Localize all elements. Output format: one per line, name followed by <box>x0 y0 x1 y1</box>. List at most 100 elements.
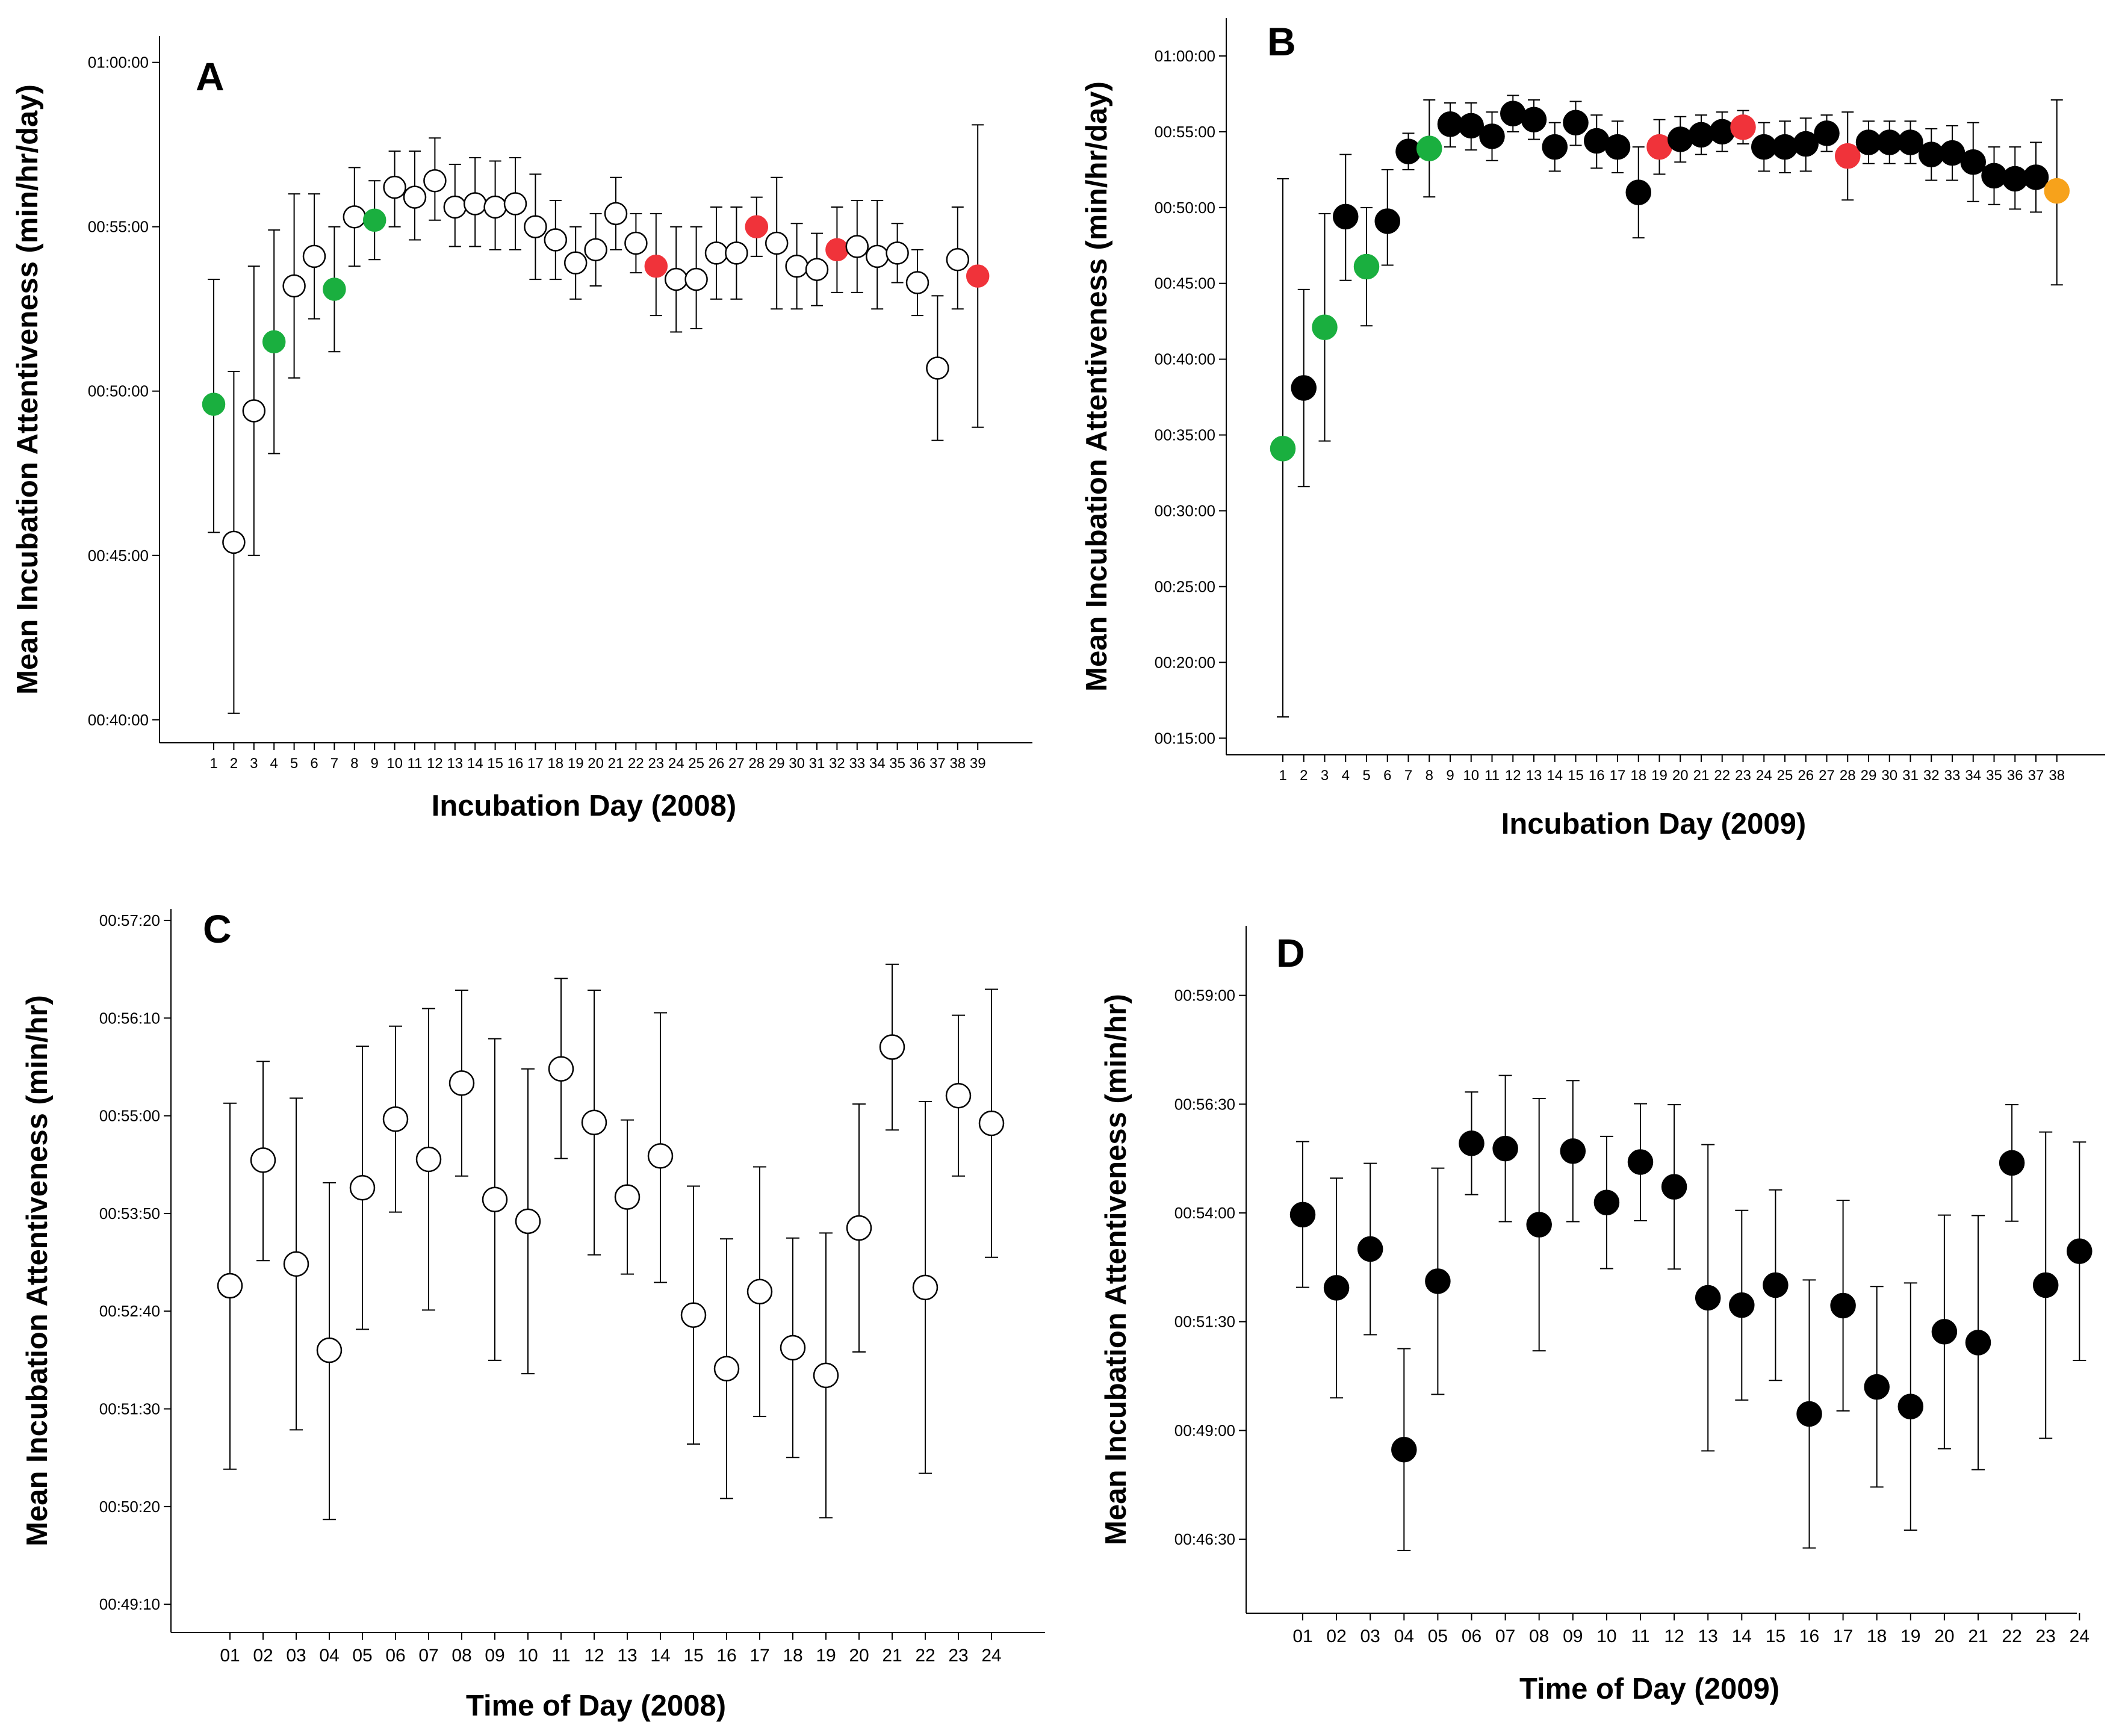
x-tick-label: 17 <box>1833 1626 1853 1646</box>
y-tick-label: 00:25:00 <box>1155 577 1215 595</box>
data-point <box>1593 1189 1620 1215</box>
x-tick-label: 21 <box>1693 767 1710 784</box>
x-tick-label: 3 <box>250 755 258 772</box>
x-tick-label: 31 <box>1902 767 1919 784</box>
data-point <box>548 1056 574 1082</box>
data-point <box>403 185 427 209</box>
data-point <box>1333 203 1359 230</box>
x-tick-label: 36 <box>2007 767 2023 784</box>
x-tick-label: 20 <box>1672 767 1689 784</box>
data-point <box>482 1186 508 1212</box>
y-tick-label: 00:46:30 <box>1174 1530 1235 1548</box>
data-point <box>1395 138 1421 164</box>
data-point <box>242 399 266 423</box>
y-tick-label: 00:50:00 <box>1155 199 1215 217</box>
data-point <box>905 271 929 294</box>
data-point <box>382 1106 409 1132</box>
x-tick-label: 20 <box>1934 1626 1954 1646</box>
y-tick-label: 00:55:00 <box>99 1107 160 1125</box>
x-tick-label: 2 <box>1300 767 1308 784</box>
data-point <box>1695 1285 1721 1311</box>
data-point <box>448 1070 475 1096</box>
x-tick-label: 09 <box>1563 1626 1583 1646</box>
x-tick-label: 15 <box>1568 767 1584 784</box>
x-tick-label: 29 <box>769 755 785 772</box>
x-tick-label: 30 <box>789 755 805 772</box>
data-point <box>1709 119 1735 145</box>
data-point <box>1668 126 1693 152</box>
x-tick-label: 11 <box>1631 1626 1649 1646</box>
data-point <box>250 1147 276 1173</box>
data-point <box>1560 1138 1586 1164</box>
x-tick-label: 38 <box>949 755 966 772</box>
data-point <box>1999 1150 2025 1176</box>
data-point <box>1563 110 1589 136</box>
y-tick-label: 00:15:00 <box>1155 729 1215 747</box>
data-point <box>362 208 386 232</box>
data-point <box>966 264 990 288</box>
data-point <box>415 1146 442 1173</box>
x-tick-label: 7 <box>330 755 338 772</box>
x-tick-label: 28 <box>1840 767 1856 784</box>
x-tick-label: 17 <box>1610 767 1626 784</box>
x-tick-label: 04 <box>1394 1626 1414 1646</box>
data-point <box>1772 134 1798 160</box>
data-point <box>1289 1201 1316 1228</box>
x-tick-label: 16 <box>1589 767 1605 784</box>
x-tick-label: 18 <box>783 1646 802 1666</box>
data-point <box>1291 375 1317 401</box>
data-point <box>316 1337 343 1363</box>
x-tick-label: 25 <box>688 755 704 772</box>
x-tick-label: 23 <box>1735 767 1751 784</box>
data-point <box>805 258 829 281</box>
data-point <box>1793 131 1819 157</box>
y-tick-label: 00:50:20 <box>99 1498 160 1516</box>
x-tick-label: 23 <box>948 1646 968 1666</box>
x-tick-label: 1 <box>1279 767 1286 784</box>
data-point <box>423 169 447 193</box>
y-tick-label: 00:55:00 <box>1155 123 1215 141</box>
x-axis-title: Incubation Day (2009) <box>1501 808 1806 840</box>
data-point <box>483 195 507 219</box>
data-point <box>544 228 568 252</box>
x-axis-title: Incubation Day (2008) <box>432 790 736 822</box>
data-point <box>1688 122 1714 148</box>
x-tick-label: 37 <box>929 755 946 772</box>
data-point <box>846 1215 872 1241</box>
x-tick-label: 33 <box>849 755 865 772</box>
data-point <box>680 1302 707 1328</box>
data-point <box>684 267 708 291</box>
data-point <box>1492 1135 1518 1162</box>
data-point <box>1931 1319 1958 1345</box>
x-tick-label: 03 <box>286 1646 306 1666</box>
x-tick-label: 02 <box>1326 1626 1346 1646</box>
data-point <box>886 241 909 265</box>
data-point <box>202 392 226 416</box>
x-tick-label: 4 <box>1342 767 1350 784</box>
x-tick-label: 8 <box>350 755 358 772</box>
y-tick-label: 00:53:50 <box>99 1204 160 1223</box>
y-tick-label: 00:40:00 <box>1155 350 1215 368</box>
y-tick-label: 00:40:00 <box>88 711 149 729</box>
x-tick-label: 06 <box>385 1646 405 1666</box>
y-tick-label: 00:35:00 <box>1155 426 1215 444</box>
y-axis-title: Mean Incubation Attentiveness (min/hr) <box>1100 994 1132 1545</box>
data-point <box>644 254 668 278</box>
x-tick-label: 22 <box>628 755 644 772</box>
x-tick-label: 08 <box>1529 1626 1549 1646</box>
x-tick-label: 26 <box>709 755 725 772</box>
data-point <box>604 202 628 226</box>
data-point <box>624 231 648 255</box>
x-tick-label: 23 <box>2036 1626 2056 1646</box>
x-tick-label: 18 <box>547 755 563 772</box>
x-tick-label: 13 <box>1698 1626 1718 1646</box>
y-tick-label: 00:52:40 <box>99 1302 160 1320</box>
x-tick-label: 36 <box>910 755 926 772</box>
x-tick-label: 20 <box>849 1646 869 1666</box>
x-tick-label: 38 <box>2049 767 2065 784</box>
data-point <box>1479 123 1505 149</box>
x-tick-label: 25 <box>1777 767 1793 784</box>
data-point <box>1416 135 1442 161</box>
data-point <box>515 1208 541 1235</box>
x-tick-label: 14 <box>1732 1626 1752 1646</box>
